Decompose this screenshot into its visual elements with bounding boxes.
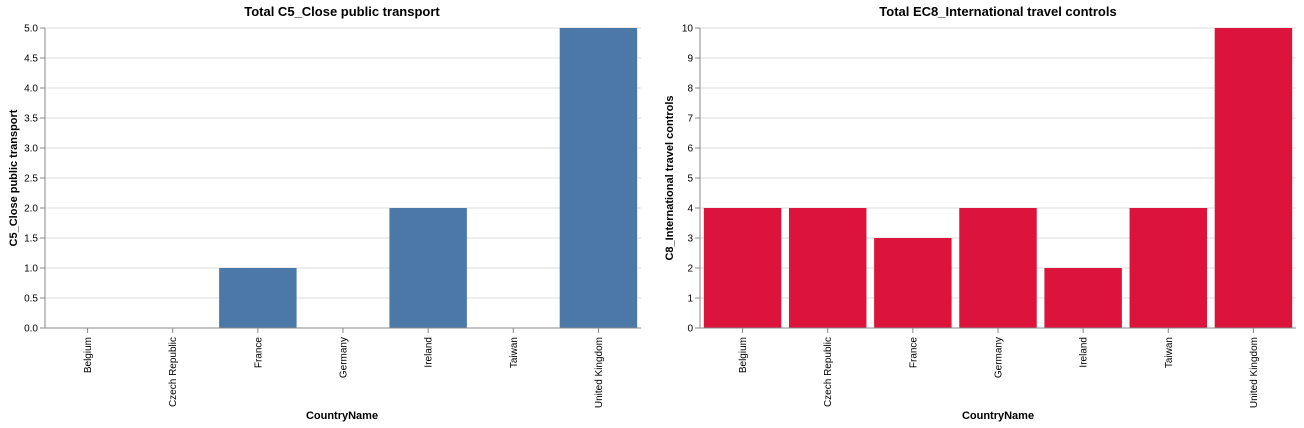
bar <box>788 208 867 328</box>
y-axis-title: C8_International travel controls <box>664 95 676 260</box>
x-tick-label: France <box>253 337 264 369</box>
y-tick-label: 0.5 <box>24 294 38 305</box>
y-tick-label: 4 <box>687 204 693 215</box>
x-tick-label: United Kingdom <box>594 337 605 408</box>
x-tick-label: Taiwan <box>1164 337 1175 368</box>
x-tick-label: Belgium <box>738 337 749 373</box>
y-tick-label: 3 <box>687 234 693 245</box>
y-tick-label: 9 <box>687 54 693 65</box>
y-axis-title: C5_Close public transport <box>8 109 20 246</box>
x-tick-label: Belgium <box>83 337 94 373</box>
x-tick-label: Germany <box>994 337 1005 378</box>
y-tick-label: 8 <box>687 84 693 95</box>
y-tick-label: 1.0 <box>24 264 38 275</box>
bar <box>959 208 1037 328</box>
x-tick-label: United Kingdom <box>1249 337 1260 408</box>
x-tick-label: Taiwan <box>509 337 520 368</box>
bar <box>1214 28 1293 328</box>
y-tick-label: 1 <box>687 294 693 305</box>
y-tick-label: 3.0 <box>24 144 38 155</box>
bar <box>559 28 638 328</box>
x-axis-title: CountryName <box>962 410 1034 422</box>
y-tick-label: 0 <box>687 324 693 335</box>
bar <box>219 268 297 328</box>
bar <box>703 208 782 328</box>
chart-title: Total EC8_International travel controls <box>879 4 1116 19</box>
y-tick-label: 1.5 <box>24 234 38 245</box>
chart-international-travel-controls: Total EC8_International travel controls … <box>664 4 1296 422</box>
y-tick-label: 0.0 <box>24 324 38 335</box>
x-axis-title: CountryName <box>306 410 378 422</box>
bar <box>1044 268 1122 328</box>
y-tick-label: 2 <box>687 264 693 275</box>
x-tick-label: Ireland <box>1079 337 1090 368</box>
y-tick-label: 5 <box>687 174 693 185</box>
bar <box>389 208 467 328</box>
x-tick-label: Czech Republic <box>823 337 834 407</box>
y-tick-label: 10 <box>682 24 694 35</box>
y-tick-label: 4.0 <box>24 84 38 95</box>
y-tick-label: 7 <box>687 114 693 125</box>
x-tick-label: France <box>908 337 919 369</box>
y-tick-label: 4.5 <box>24 54 38 65</box>
y-tick-label: 2.5 <box>24 174 38 185</box>
bar <box>874 238 952 328</box>
bar <box>1129 208 1208 328</box>
chart-close-public-transport: Total C5_Close public transport CountryN… <box>8 4 641 422</box>
y-tick-label: 2.0 <box>24 204 38 215</box>
chart-title: Total C5_Close public transport <box>244 4 440 19</box>
x-tick-label: Ireland <box>424 337 435 368</box>
x-tick-label: Germany <box>339 337 350 378</box>
y-tick-label: 5.0 <box>24 24 38 35</box>
y-tick-label: 6 <box>687 144 693 155</box>
x-tick-label: Czech Republic <box>168 337 179 407</box>
y-tick-label: 3.5 <box>24 114 38 125</box>
